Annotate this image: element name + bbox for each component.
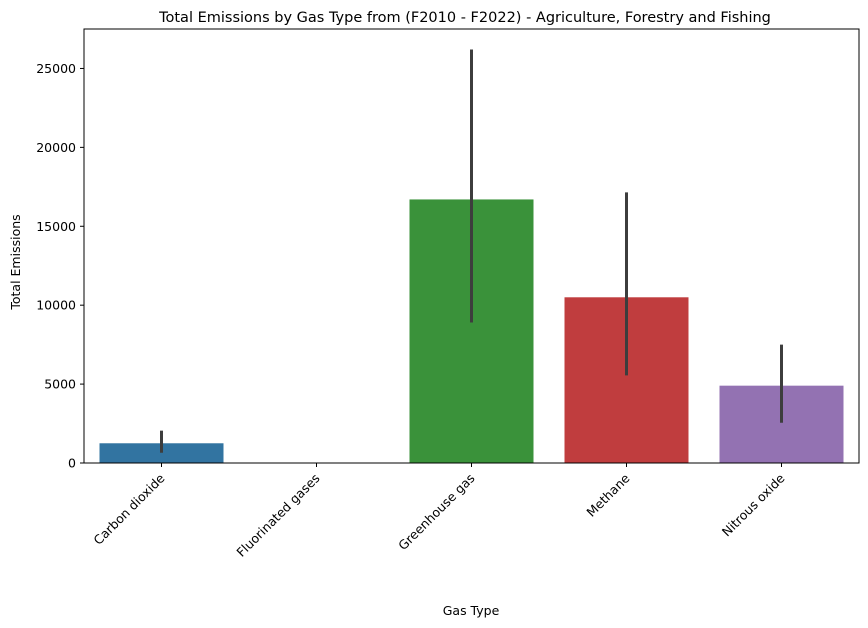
x-axis-label: Gas Type — [443, 603, 500, 618]
x-tick-label: Methane — [583, 470, 632, 519]
x-tick-label: Fluorinated gases — [233, 471, 322, 560]
bar-carbon-dioxide — [99, 443, 224, 463]
x-tick-label: Greenhouse gas — [395, 471, 477, 553]
chart-title: Total Emissions by Gas Type from (F2010 … — [158, 10, 771, 26]
y-tick-label: 20000 — [36, 140, 76, 155]
x-tick-label: Nitrous oxide — [719, 470, 788, 539]
plot-frame — [83, 28, 860, 464]
y-axis-label: Total Emissions — [8, 214, 23, 310]
y-tick-label: 15000 — [36, 219, 76, 234]
y-tick-label: 5000 — [44, 377, 76, 392]
x-tick-label: Carbon dioxide — [90, 470, 167, 547]
y-axis: 0 5000 10000 15000 20000 25000 — [36, 61, 84, 471]
x-axis: Carbon dioxide Fluorinated gases Greenhous… — [90, 463, 788, 560]
y-tick-label: 0 — [68, 456, 76, 471]
y-tick-label: 10000 — [36, 298, 76, 313]
y-tick-label: 25000 — [36, 61, 76, 76]
